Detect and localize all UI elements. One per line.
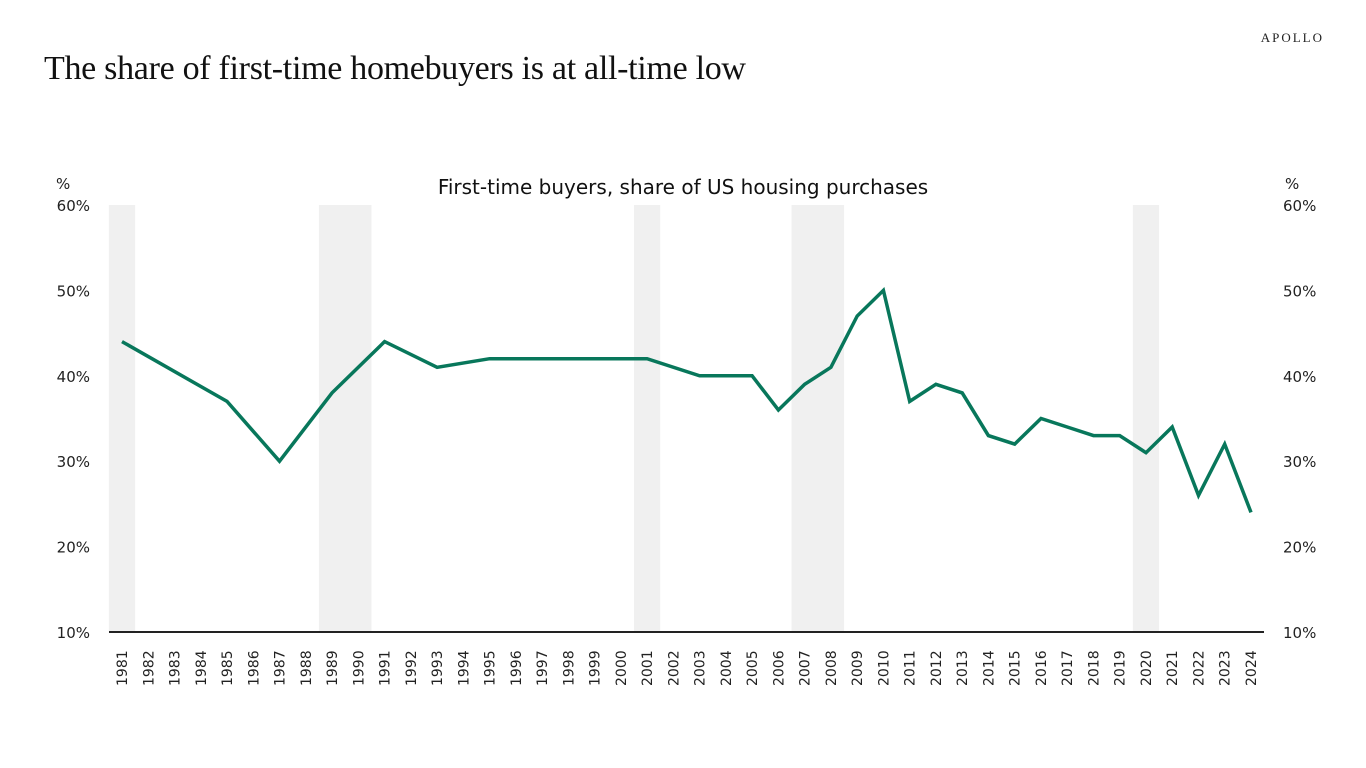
x-tick-label: 2011 (903, 650, 919, 686)
y-tick-left: 30% (57, 453, 90, 471)
series-line (121, 286, 1253, 514)
x-tick-label: 1981 (115, 650, 131, 686)
x-tick-label: 2012 (929, 650, 945, 686)
y-axis-right-unit: % (1285, 175, 1299, 193)
x-tick-label: 2013 (955, 650, 971, 686)
y-axis-left: 10% 20% 30% 40% 50% 60% (57, 197, 90, 642)
y-tick-left: 10% (57, 624, 90, 642)
recession-band (791, 205, 845, 632)
x-tick-label: 2003 (693, 650, 709, 686)
x-tick-label: 2009 (850, 650, 866, 686)
x-tick-label: 1994 (456, 650, 472, 686)
x-tick-label: 1982 (141, 650, 157, 686)
x-tick-label: 2014 (981, 650, 997, 686)
x-tick-label: 2021 (1165, 650, 1181, 686)
x-tick-label: 1986 (246, 650, 262, 686)
chart-title: First-time buyers, share of US housing p… (438, 175, 928, 199)
recession-shading (108, 205, 1160, 632)
x-tick-label: 2022 (1191, 650, 1207, 686)
x-tick-label: 1997 (535, 650, 551, 686)
recession-band (318, 205, 372, 632)
x-tick-label: 1993 (430, 650, 446, 686)
y-tick-left: 40% (57, 368, 90, 386)
x-tick-label: 2016 (1034, 650, 1050, 686)
x-tick-label: 2006 (771, 650, 787, 686)
x-tick-label: 1991 (378, 650, 394, 686)
y-tick-right: 40% (1283, 368, 1316, 386)
x-tick-label: 1983 (168, 650, 184, 686)
x-tick-label: 2018 (1086, 650, 1102, 686)
x-tick-label: 1988 (299, 650, 315, 686)
x-tick-label: 2002 (666, 650, 682, 686)
x-tick-label: 2024 (1244, 650, 1260, 686)
y-tick-left: 60% (57, 197, 90, 215)
x-tick-label: 2015 (1008, 650, 1024, 686)
x-tick-label: 2010 (876, 650, 892, 686)
x-tick-label: 1992 (404, 650, 420, 686)
x-tick-label: 2020 (1139, 650, 1155, 686)
x-tick-label: 1998 (561, 650, 577, 686)
apollo-logo: APOLLO (1260, 30, 1324, 45)
x-axis-labels: 1981 1982 1983 1984 1985 1986 1987 1988 1989 1990… (115, 650, 1260, 686)
y-tick-right: 20% (1283, 539, 1316, 557)
y-tick-right: 50% (1283, 282, 1316, 300)
x-tick-label: 2001 (640, 650, 656, 686)
y-tick-right: 60% (1283, 197, 1316, 215)
y-axis-right: 10% 20% 30% 40% 50% 60% (1283, 197, 1316, 642)
x-tick-label: 1996 (509, 650, 525, 686)
recession-band (108, 205, 136, 632)
y-tick-left: 50% (57, 282, 90, 300)
x-tick-label: 2023 (1218, 650, 1234, 686)
x-tick-label: 2017 (1060, 650, 1076, 686)
x-tick-label: 1990 (351, 650, 367, 686)
y-tick-right: 10% (1283, 624, 1316, 642)
x-tick-label: 1999 (588, 650, 604, 686)
y-tick-right: 30% (1283, 453, 1316, 471)
x-tick-label: 1995 (483, 650, 499, 686)
headline: The share of first-time homebuyers is at… (44, 50, 746, 87)
y-axis-left-unit: % (56, 175, 70, 193)
x-tick-label: 1989 (325, 650, 341, 686)
y-tick-left: 20% (57, 539, 90, 557)
x-tick-label: 2000 (614, 650, 630, 686)
recession-band (633, 205, 661, 632)
x-tick-label: 2005 (745, 650, 761, 686)
recession-band (1132, 205, 1160, 632)
x-tick-label: 1987 (273, 650, 289, 686)
x-tick-label: 2004 (719, 650, 735, 686)
x-tick-label: 1985 (220, 650, 236, 686)
x-tick-label: 2019 (1113, 650, 1129, 686)
x-tick-label: 2007 (798, 650, 814, 686)
x-tick-label: 2008 (824, 650, 840, 686)
x-tick-label: 1984 (194, 650, 210, 686)
